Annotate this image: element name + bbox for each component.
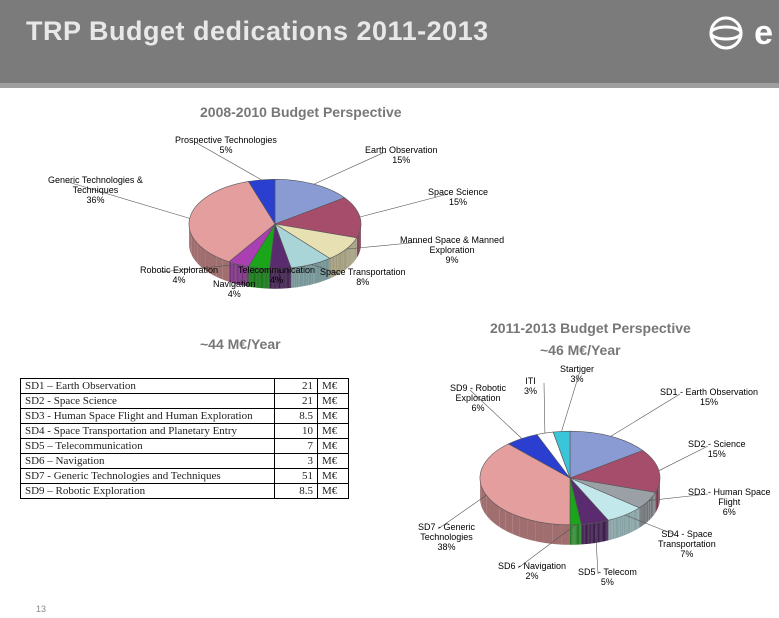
table-cell-name: SD5 – Telecommunication <box>21 439 275 454</box>
chart1-label-5: Navigation 4% <box>213 280 256 300</box>
table-cell-unit: M€ <box>318 409 349 424</box>
chart1-label-6: Robotic Exploration 4% <box>140 266 218 286</box>
esa-logo-text: e <box>754 14 773 53</box>
chart2-label-9: Startiger 3% <box>560 365 594 385</box>
table-cell-value: 51 <box>275 469 318 484</box>
chart2-label-0: SD1 - Earth Observation 15% <box>660 388 758 408</box>
table-cell-name: SD9 – Robotic Exploration <box>21 484 275 499</box>
chart1-label-0: Earth Observation 15% <box>365 146 438 166</box>
table-cell-unit: M€ <box>318 439 349 454</box>
chart1-label-2: Manned Space & Manned Exploration 9% <box>400 236 504 266</box>
table-row: SD7 - Generic Technologies and Technique… <box>21 469 349 484</box>
esa-logo-icon <box>704 10 750 56</box>
chart2-label-8: ITI 3% <box>524 377 537 397</box>
table-cell-name: SD7 - Generic Technologies and Technique… <box>21 469 275 484</box>
page-number: 13 <box>36 604 46 614</box>
chart1-label-8: Prospective Technologies 5% <box>175 136 277 156</box>
table-row: SD3 - Human Space Flight and Human Explo… <box>21 409 349 424</box>
table-cell-name: SD4 - Space Transportation and Planetary… <box>21 424 275 439</box>
table-cell-name: SD3 - Human Space Flight and Human Explo… <box>21 409 275 424</box>
chart2-label-3: SD4 - Space Transportation 7% <box>658 530 716 560</box>
table-cell-unit: M€ <box>318 469 349 484</box>
chart1-label-1: Space Science 15% <box>428 188 488 208</box>
chart2-label-5: SD6 - Navigation 2% <box>498 562 566 582</box>
chart1-label-3: Space Transportation 8% <box>320 268 406 288</box>
slide-body: 2008-2010 Budget Perspective ~44 M€/Year… <box>0 88 779 618</box>
chart2-label-6: SD7 - Generic Technologies 38% <box>418 523 475 553</box>
table-cell-value: 10 <box>275 424 318 439</box>
table-cell-unit: M€ <box>318 379 349 394</box>
chart2-label-2: SD3 - Human Space Flight 6% <box>688 488 771 518</box>
table-cell-value: 7 <box>275 439 318 454</box>
table-cell-name: SD6 – Navigation <box>21 454 275 469</box>
table-row: SD1 – Earth Observation21M€ <box>21 379 349 394</box>
table-cell-value: 21 <box>275 379 318 394</box>
table-cell-unit: M€ <box>318 454 349 469</box>
chart2-label-4: SD5 - Telecom 5% <box>578 568 637 588</box>
chart2-label-1: SD2 - Science 15% <box>688 440 746 460</box>
esa-logo: e <box>704 10 773 56</box>
chart2-label-7: SD9 - Robotic Exploration 6% <box>450 384 506 414</box>
table-row: SD2 - Space Science21M€ <box>21 394 349 409</box>
chart2-leader-8 <box>544 383 545 433</box>
chart1-label-7: Generic Technologies & Techniques 36% <box>48 176 143 206</box>
table-cell-unit: M€ <box>318 394 349 409</box>
table-cell-name: SD2 - Space Science <box>21 394 275 409</box>
table-cell-value: 8.5 <box>275 484 318 499</box>
table-row: SD6 – Navigation3M€ <box>21 454 349 469</box>
table-cell-value: 3 <box>275 454 318 469</box>
table-cell-unit: M€ <box>318 484 349 499</box>
budget-table: SD1 – Earth Observation21M€SD2 - Space S… <box>20 378 349 499</box>
page-title: TRP Budget dedications 2011-2013 <box>26 16 489 47</box>
slide-header: TRP Budget dedications 2011-2013 e <box>0 0 779 88</box>
table-cell-unit: M€ <box>318 424 349 439</box>
table-cell-value: 8.5 <box>275 409 318 424</box>
table-row: SD4 - Space Transportation and Planetary… <box>21 424 349 439</box>
table-cell-value: 21 <box>275 394 318 409</box>
table-cell-name: SD1 – Earth Observation <box>21 379 275 394</box>
table-row: SD9 – Robotic Exploration8.5M€ <box>21 484 349 499</box>
table-row: SD5 – Telecommunication7M€ <box>21 439 349 454</box>
